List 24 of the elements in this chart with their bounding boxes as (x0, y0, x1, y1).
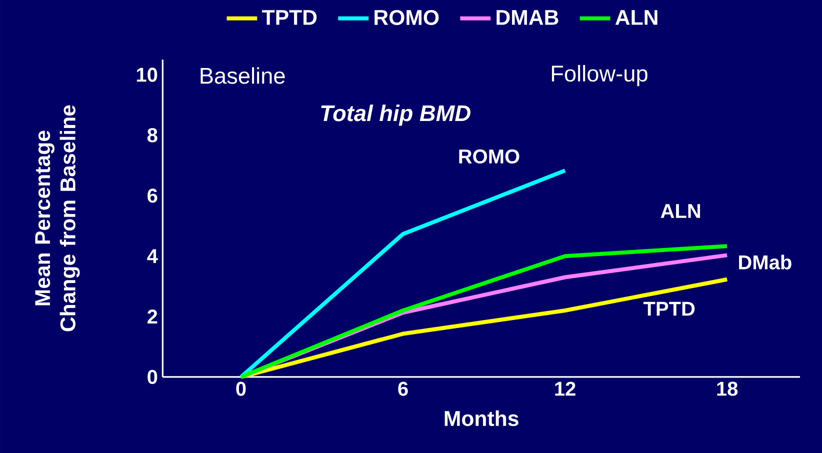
line-series (238, 277, 730, 379)
legend-label: DMAB (496, 10, 558, 25)
x-tick-label: 12 (555, 382, 576, 396)
legend-label: TPTD (262, 10, 317, 25)
annotation: Follow-up (552, 64, 648, 86)
legend-label: ROMO (374, 10, 439, 26)
annotation: Baseline (200, 67, 285, 84)
y-axis-title: Mean Percentage Change from Baseline (35, 105, 80, 332)
x-tick-label: 6 (398, 382, 408, 396)
x-tick-label: 0 (236, 382, 246, 396)
y-tick-label: 4 (147, 249, 158, 263)
annotation: ALN (660, 204, 700, 218)
y-tick-label: 0 (148, 370, 158, 384)
y-tick-label: 6 (148, 188, 158, 203)
annotation: DMab (739, 254, 792, 270)
x-tick-label: 18 (717, 382, 738, 396)
x-axis-title: Months (444, 410, 518, 426)
y-tick-label: 2 (148, 310, 158, 324)
legend-label: ALN (615, 10, 658, 25)
y-tick-label: 8 (147, 128, 158, 142)
text: Total hip BMD (321, 104, 470, 126)
annotation: ROMO (459, 149, 520, 164)
annotation: TPTD (643, 302, 695, 316)
y-tick-label: 10 (136, 68, 158, 82)
